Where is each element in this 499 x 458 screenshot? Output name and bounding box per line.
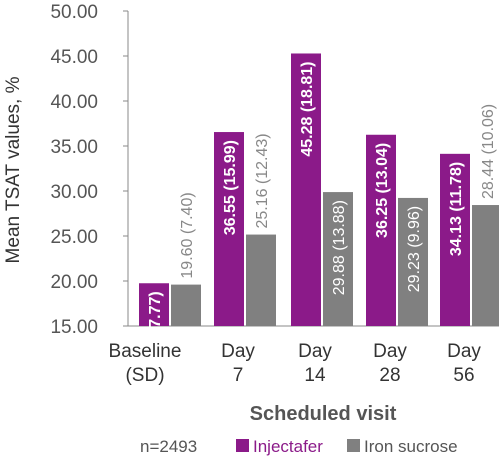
legend-label-iron-sucrose: Iron sucrose bbox=[364, 437, 458, 456]
bar-injectafer bbox=[214, 132, 244, 326]
x-category-label: Day bbox=[447, 341, 481, 362]
legend: n=2493 Injectafer Iron sucrose bbox=[140, 437, 458, 456]
x-category-label: 7 bbox=[233, 365, 244, 386]
y-axis-label: Mean TSAT values, % bbox=[3, 76, 24, 263]
bar-value-label-injectafer: 36.25 (13.04) bbox=[374, 143, 391, 238]
bar-injectafer bbox=[366, 134, 396, 326]
y-tick-label: 30.00 bbox=[50, 182, 98, 203]
x-category-label: Day bbox=[298, 341, 332, 362]
x-category-label: Day bbox=[373, 341, 407, 362]
y-tick-label: 25.00 bbox=[50, 227, 98, 248]
y-tick-label: 35.00 bbox=[50, 137, 98, 158]
bar-labels: 19.75 (7.77) 36.55 (15.99) 45.28 (18.81) 36… bbox=[147, 61, 497, 377]
x-category-label: 14 bbox=[304, 365, 326, 386]
x-axis-categories: Baseline (SD) Day 7 Day 14 Day 28 Day 56 bbox=[109, 341, 482, 386]
bar-value-label-injectafer: 19.75 (7.77) bbox=[147, 291, 164, 377]
bar-value-label-injectafer: 34.13 (11.78) bbox=[448, 162, 465, 256]
bar-value-label-iron-sucrose: 29.23 (9.96) bbox=[406, 206, 423, 292]
x-category-label: 28 bbox=[379, 365, 400, 386]
bar-value-label-iron-sucrose: 29.88 (13.88) bbox=[331, 200, 348, 295]
y-tick-label: 50.00 bbox=[50, 2, 98, 23]
x-axis-label: Scheduled visit bbox=[250, 403, 397, 425]
bar-injectafer bbox=[139, 283, 169, 326]
x-category-label: (SD) bbox=[125, 365, 164, 386]
bar-value-label-iron-sucrose: 19.60 (7.40) bbox=[179, 192, 196, 278]
x-category-label: Day bbox=[221, 341, 255, 362]
y-tick-label: 15.00 bbox=[50, 317, 98, 338]
y-axis: 15.00 20.00 25.00 30.00 35.00 40.00 45.00 50.00 bbox=[50, 2, 499, 338]
bar-iron-sucrose bbox=[171, 284, 201, 326]
bar-injectafer bbox=[291, 53, 321, 326]
bar-iron-sucrose bbox=[246, 234, 276, 326]
y-tick-label: 45.00 bbox=[50, 47, 98, 68]
bar-value-label-iron-sucrose: 28.44 (10.06) bbox=[480, 104, 497, 199]
legend-note: n=2493 bbox=[140, 437, 197, 456]
bar-value-label-injectafer: 45.28 (18.81) bbox=[299, 61, 316, 156]
bar-iron-sucrose bbox=[398, 197, 428, 326]
legend-label-injectafer: Injectafer bbox=[253, 437, 323, 456]
bar-value-label-iron-sucrose: 25.16 (12.43) bbox=[254, 133, 271, 228]
bar-iron-sucrose bbox=[472, 205, 499, 326]
legend-swatch-injectafer bbox=[236, 439, 249, 452]
legend-swatch-iron-sucrose bbox=[347, 439, 360, 452]
y-tick-label: 20.00 bbox=[50, 272, 98, 293]
x-category-label: Baseline bbox=[109, 341, 182, 362]
bar-value-label-injectafer: 36.55 (15.99) bbox=[222, 140, 239, 235]
bars bbox=[139, 53, 499, 326]
y-tick-label: 40.00 bbox=[50, 92, 98, 113]
x-category-label: 56 bbox=[453, 365, 474, 386]
bar-injectafer bbox=[440, 153, 470, 326]
bar-iron-sucrose bbox=[323, 192, 353, 326]
